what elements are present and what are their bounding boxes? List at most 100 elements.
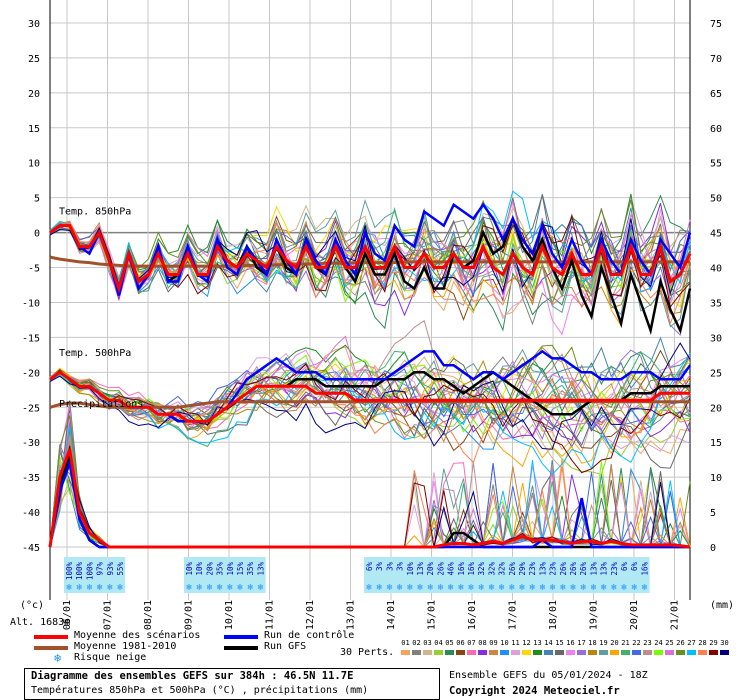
date-label: 18/01 <box>548 600 559 630</box>
control-t850-line <box>49 202 692 296</box>
tick-label-right: 5 <box>710 508 716 519</box>
perturbation-swatch <box>500 650 509 655</box>
snowflake-icon: ❄ <box>417 583 423 593</box>
legend-swatch-mean <box>34 635 68 639</box>
snowflake-icon: ❄ <box>227 583 233 593</box>
perturbation-t500-line <box>49 354 691 436</box>
tick-label-left: -35 <box>22 473 40 484</box>
snow-risk-label: 13% <box>256 562 265 576</box>
snow-risk-label: 100% <box>85 562 94 581</box>
snow-risk-row: 100%❄100%❄100%❄97%❄93%❄55%❄10%❄10%❄20%❄3… <box>64 557 650 593</box>
perturbation-swatch <box>423 650 432 655</box>
snow-risk-label: 26% <box>436 562 445 576</box>
perturbation-number: 16 <box>566 639 575 647</box>
perturbation-number: 13 <box>533 639 542 647</box>
legend-label-mean: Moyenne des scénarios <box>74 630 201 641</box>
tick-label-right: 65 <box>710 89 722 100</box>
snowflake-icon: ❄ <box>642 583 648 593</box>
perturbation-t500-line <box>49 344 691 440</box>
snow-risk-label: 32% <box>487 562 496 576</box>
perturbation-t500-line <box>49 335 691 441</box>
snow-risk-label: 16% <box>457 562 466 576</box>
perturbation-swatch <box>489 650 498 655</box>
label-t850: Temp. 850hPa <box>59 207 131 218</box>
perturbation-number: 09 <box>489 639 498 647</box>
snow-risk-label: 97% <box>96 562 105 576</box>
perturbation-swatch <box>720 650 729 655</box>
perturbation-number: 03 <box>423 639 432 647</box>
mean-t500-line <box>49 370 690 423</box>
tick-label-left: -40 <box>22 508 40 519</box>
snowflake-icon: ❄ <box>427 583 433 593</box>
snowflake-icon: ❄ <box>258 583 264 593</box>
mean-precip-line <box>48 448 691 549</box>
snow-risk-label: 10% <box>195 562 204 576</box>
tick-label-right: 15 <box>710 438 722 449</box>
snow-risk-label: 13% <box>416 562 425 576</box>
snow-risk-label: 20% <box>426 562 435 576</box>
date-label: 16/01 <box>467 600 478 630</box>
perturbation-swatch <box>610 650 619 655</box>
perturbations-label: 30 Perts. <box>340 647 395 658</box>
tick-label-left: -20 <box>22 368 40 379</box>
snowflake-icon: ❄ <box>366 583 372 593</box>
tick-label-left: 5 <box>34 194 40 205</box>
altitude-label: Alt. 1683m <box>10 617 71 628</box>
snowflake-icon: ❄ <box>591 583 597 593</box>
perturbation-number: 20 <box>610 639 619 647</box>
snowflake-icon: ❄ <box>247 583 253 593</box>
legend-item-control: Run de contrôle <box>224 630 424 642</box>
snowflake-icon: ❄ <box>107 583 113 593</box>
perturbation-swatch <box>412 650 421 655</box>
date-label: 14/01 <box>386 600 397 630</box>
snow-risk-label: 35% <box>246 562 255 576</box>
snow-risk-label: 29% <box>518 562 527 576</box>
perturbation-t500-line <box>49 370 691 468</box>
tick-label-left: -45 <box>22 543 40 554</box>
perturbation-swatch <box>478 650 487 655</box>
perturbation-number: 02 <box>412 639 421 647</box>
perturbation-t850-line <box>49 199 691 290</box>
highlight-series <box>48 202 692 549</box>
perturbation-number: 18 <box>588 639 597 647</box>
perturbation-swatch <box>599 650 608 655</box>
perturbation-swatch <box>687 650 696 655</box>
date-label: 10/01 <box>224 600 235 630</box>
snowflake-icon: ❄ <box>66 583 72 593</box>
perturbation-swatch <box>434 650 443 655</box>
tick-label-right: 50 <box>710 194 722 205</box>
snow-risk-label: 15% <box>236 562 245 576</box>
snow-risk-label: 23% <box>610 562 619 576</box>
perturbation-swatch <box>676 650 685 655</box>
snow-risk-label: 3% <box>396 562 405 572</box>
snowflake-icon: ❄ <box>376 583 382 593</box>
snow-risk-label: 13% <box>589 562 598 576</box>
legend-swatch-climatology <box>34 646 68 650</box>
tick-label-right: 55 <box>710 159 722 170</box>
date-label: 19/01 <box>589 600 600 630</box>
snowflake-icon: ❄ <box>468 583 474 593</box>
perturbation-number: 22 <box>632 639 641 647</box>
perturbation-swatch <box>621 650 630 655</box>
footer-subtitle: Températures 850hPa et 500hPa (°C) , pré… <box>31 685 369 696</box>
tick-label-right: 0 <box>710 543 716 554</box>
perturbation-swatch <box>456 650 465 655</box>
snow-risk-band <box>364 557 650 593</box>
legend-swatch-control <box>224 635 258 639</box>
snowflake-icon: ❄ <box>580 583 586 593</box>
perturbation-t850-line <box>49 203 691 317</box>
snowflake-icon: ❄ <box>87 583 93 593</box>
snowflake-icon: ❄ <box>438 583 444 593</box>
perturbation-number: 17 <box>577 639 586 647</box>
legend-item-gfs: Run GFS <box>224 641 424 653</box>
snow-risk-label: 32% <box>498 562 507 576</box>
tick-label-right: 60 <box>710 124 722 135</box>
date-label: 08/01 <box>143 600 154 630</box>
perturbation-swatch <box>533 650 542 655</box>
snow-risk-label: 3% <box>375 562 384 572</box>
snowflake-icon: ❄ <box>570 583 576 593</box>
snow-risk-label: 100% <box>75 562 84 581</box>
perturbation-number: 12 <box>522 639 531 647</box>
snowflake-icon: ❄ <box>601 583 607 593</box>
